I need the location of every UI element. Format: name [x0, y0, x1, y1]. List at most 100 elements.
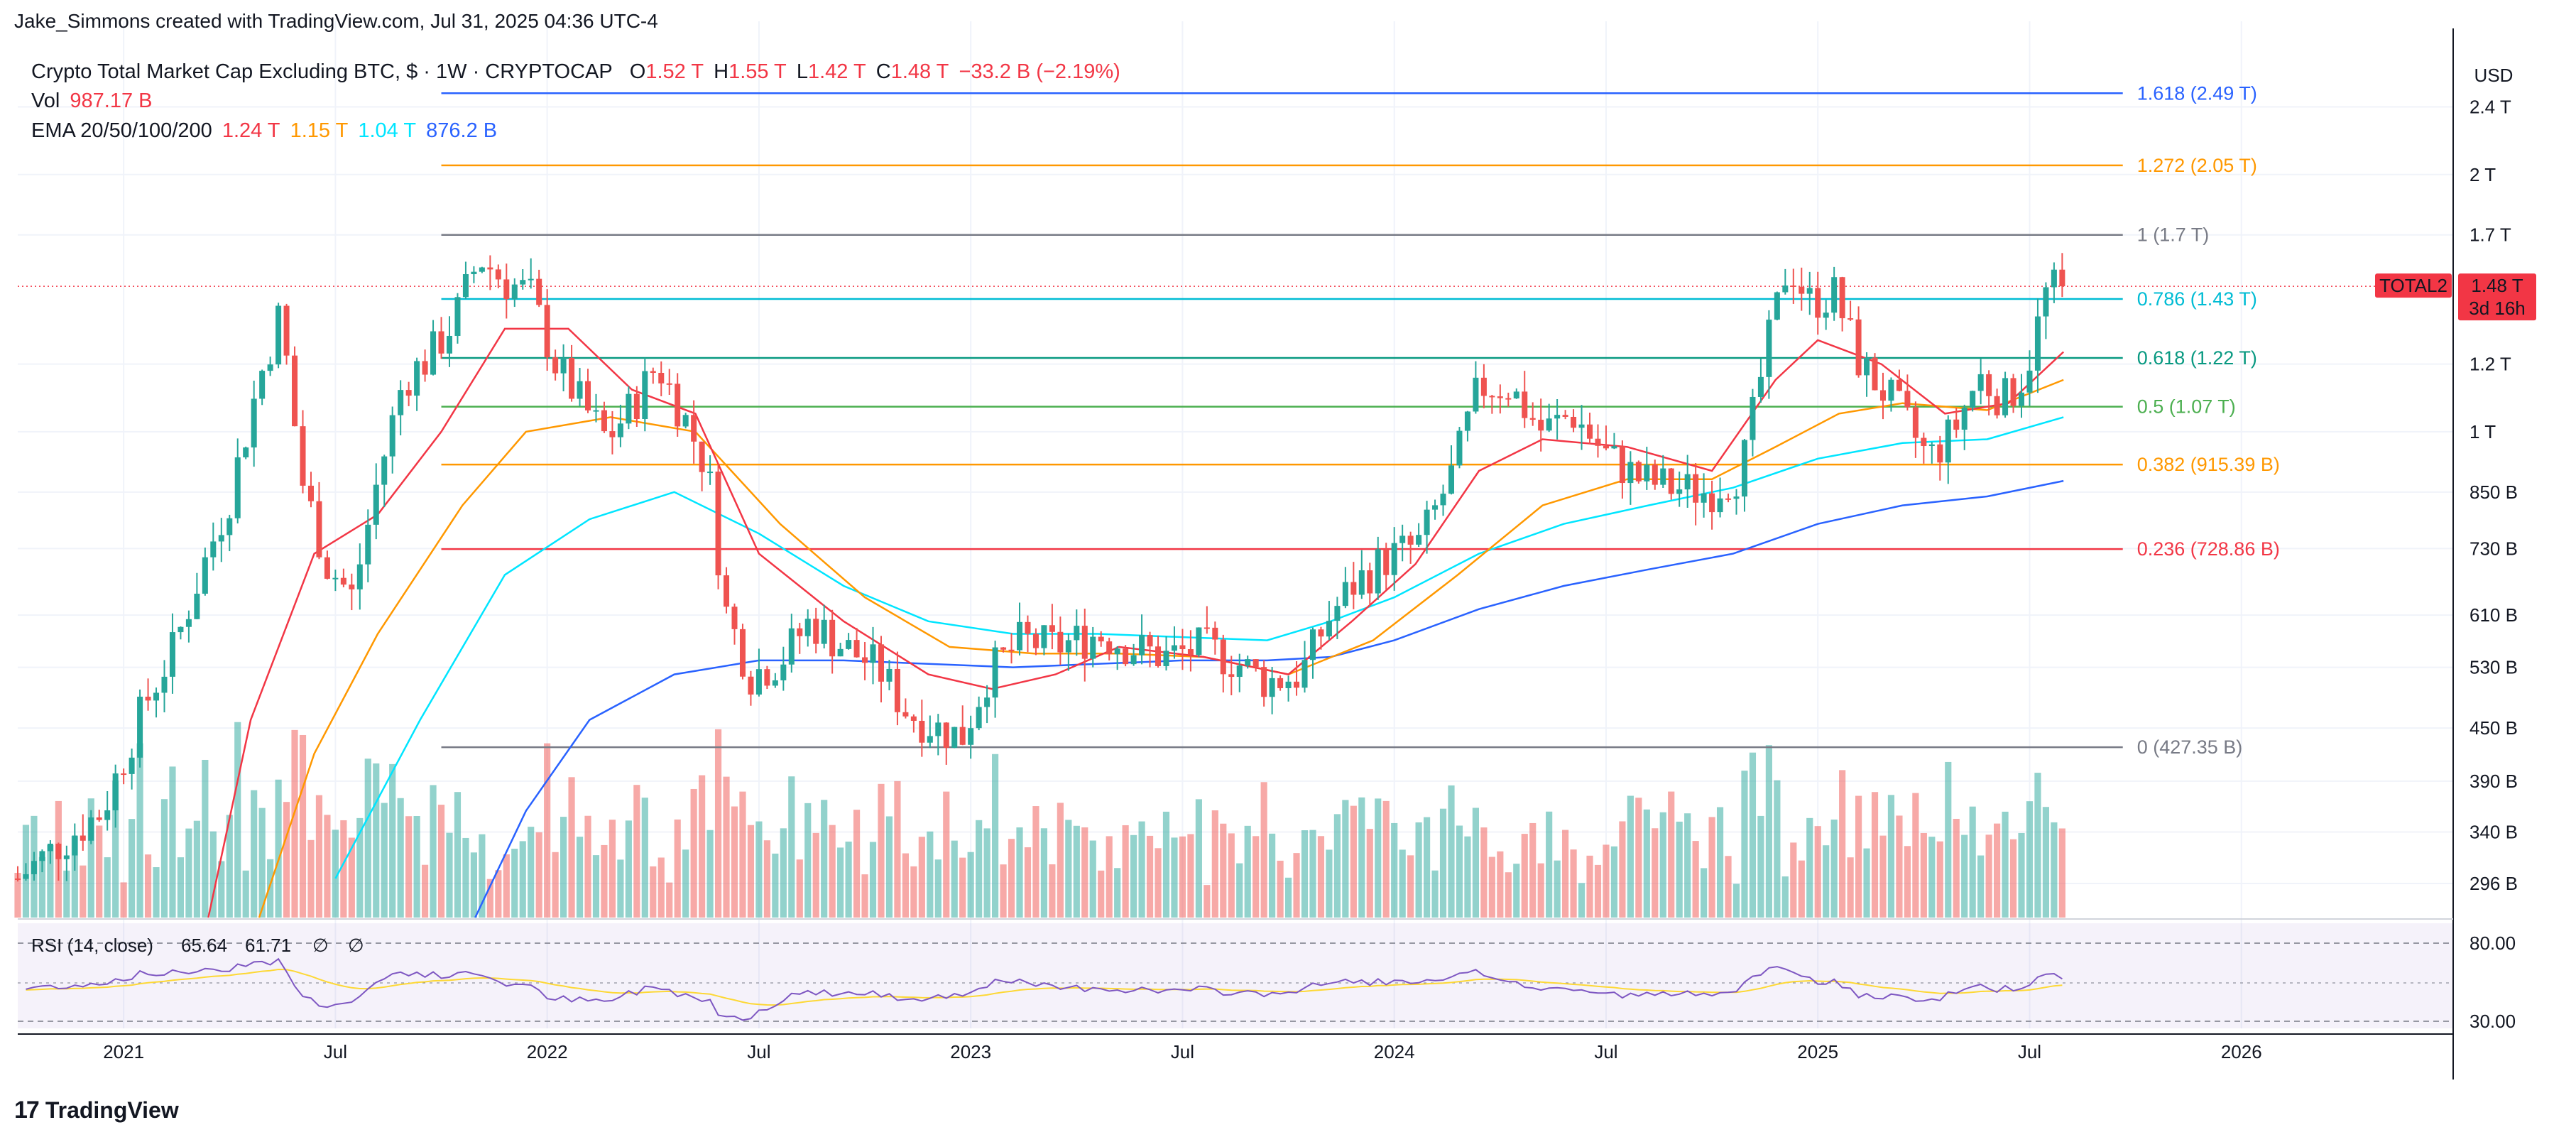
candle-down: [1025, 621, 1031, 634]
ema50-line: [258, 379, 2064, 918]
candle-up: [1171, 645, 1177, 651]
volume-bar: [486, 879, 493, 918]
candle-down: [487, 267, 493, 270]
candle-up: [39, 851, 45, 861]
volume-bar: [381, 803, 388, 918]
candle-up: [511, 284, 518, 300]
volume-bar: [763, 840, 770, 918]
volume-bar: [1277, 860, 1284, 918]
candle-down: [797, 628, 803, 636]
candle-up: [992, 647, 998, 698]
volume-bar: [2026, 801, 2034, 918]
volume-bar: [71, 836, 78, 918]
candle-down: [96, 817, 102, 820]
candle-down: [14, 878, 21, 880]
volume-bar: [601, 844, 608, 918]
candle-up: [1627, 462, 1634, 484]
volume-bar: [1610, 846, 1618, 918]
volume-bar: [1936, 841, 1943, 918]
volume-bar: [1684, 813, 1691, 918]
volume-bar: [1040, 828, 1048, 918]
volume-bar: [1513, 864, 1520, 918]
tradingview-branding[interactable]: 17 TradingView: [14, 1097, 179, 1124]
volume-bar: [144, 854, 152, 918]
candle-down: [552, 357, 559, 374]
price-axis-tick: 850 B: [2469, 482, 2518, 503]
volume-bar: [511, 849, 518, 918]
volume-bar: [1333, 814, 1341, 918]
candle-up: [984, 697, 990, 707]
candle-down: [1994, 396, 2000, 415]
volume-bar: [861, 874, 868, 918]
candle-down: [584, 381, 591, 410]
volume-bar: [1676, 821, 1683, 918]
volume-bar: [1627, 795, 1634, 918]
volume-bar: [2009, 839, 2017, 918]
candle-up: [1424, 509, 1430, 535]
volume-bar: [129, 819, 136, 918]
volume-bar: [495, 870, 502, 918]
candle-down: [1277, 678, 1284, 688]
price-axis-tick: 530 B: [2469, 657, 2518, 678]
volume-bar: [1423, 817, 1431, 918]
open-value: 1.52 T: [645, 60, 704, 83]
volume-bar: [1431, 870, 1439, 918]
candle-down: [1383, 549, 1390, 575]
volume-bar: [479, 834, 486, 918]
candle-up: [161, 676, 168, 693]
candle-down: [1261, 667, 1267, 697]
candle-up: [870, 644, 876, 663]
volume-bar: [2042, 807, 2050, 918]
candle-up: [927, 736, 933, 743]
candle-up: [1757, 376, 1764, 397]
ema100-value: 1.04 T: [358, 119, 417, 142]
candle-up: [577, 381, 583, 399]
candle-down: [853, 640, 860, 658]
candle-up: [210, 541, 217, 558]
volume-bar: [340, 820, 347, 918]
candle-up: [1309, 629, 1316, 660]
price-axis-currency-label: USD: [2474, 65, 2514, 86]
open-label: O: [629, 60, 646, 83]
volume-bar: [992, 754, 999, 918]
volume-bar: [1977, 855, 1985, 918]
time-axis-tick: Jul: [1594, 1041, 1617, 1062]
volume-bar: [1757, 815, 1764, 918]
candle-down: [1872, 357, 1878, 391]
volume-bar: [625, 820, 632, 918]
price-axis-tick: 610 B: [2469, 604, 2518, 626]
candle-up: [2034, 316, 2041, 371]
volume-bar: [454, 792, 462, 918]
candle-down: [2010, 378, 2016, 406]
candle-up: [1456, 430, 1463, 466]
candle-down: [894, 668, 900, 712]
high-value: 1.55 T: [728, 60, 787, 83]
volume-bar: [1668, 791, 1675, 918]
volume-bar: [1765, 745, 1772, 918]
volume-bar: [80, 865, 87, 918]
volume-label[interactable]: Vol: [31, 89, 60, 112]
time-axis-tick: 2021: [103, 1041, 144, 1062]
candle-down: [1848, 318, 1854, 320]
symbol-title[interactable]: Crypto Total Market Cap Excluding BTC, $…: [31, 60, 613, 83]
volume-bar: [1529, 822, 1537, 918]
candle-up: [153, 692, 160, 701]
candle-down: [959, 727, 966, 745]
volume-bar: [1375, 798, 1382, 918]
volume-bar: [821, 800, 828, 918]
volume-bar: [1659, 812, 1666, 918]
volume-bar: [1708, 817, 1715, 918]
ema-label[interactable]: EMA 20/50/100/200: [31, 119, 212, 142]
time-axis-tick: Jul: [1171, 1041, 1194, 1062]
candle-up: [1733, 496, 1740, 499]
volume-bar: [299, 734, 307, 918]
candle-down: [2059, 269, 2065, 287]
volume-bar: [1162, 811, 1170, 918]
volume-bar: [364, 758, 371, 918]
time-axis-tick: 2026: [2221, 1041, 2262, 1062]
volume-bar: [706, 830, 714, 918]
candle-up: [1546, 418, 1552, 431]
volume-bar: [1725, 856, 1732, 918]
volume-bar: [1839, 770, 1846, 918]
